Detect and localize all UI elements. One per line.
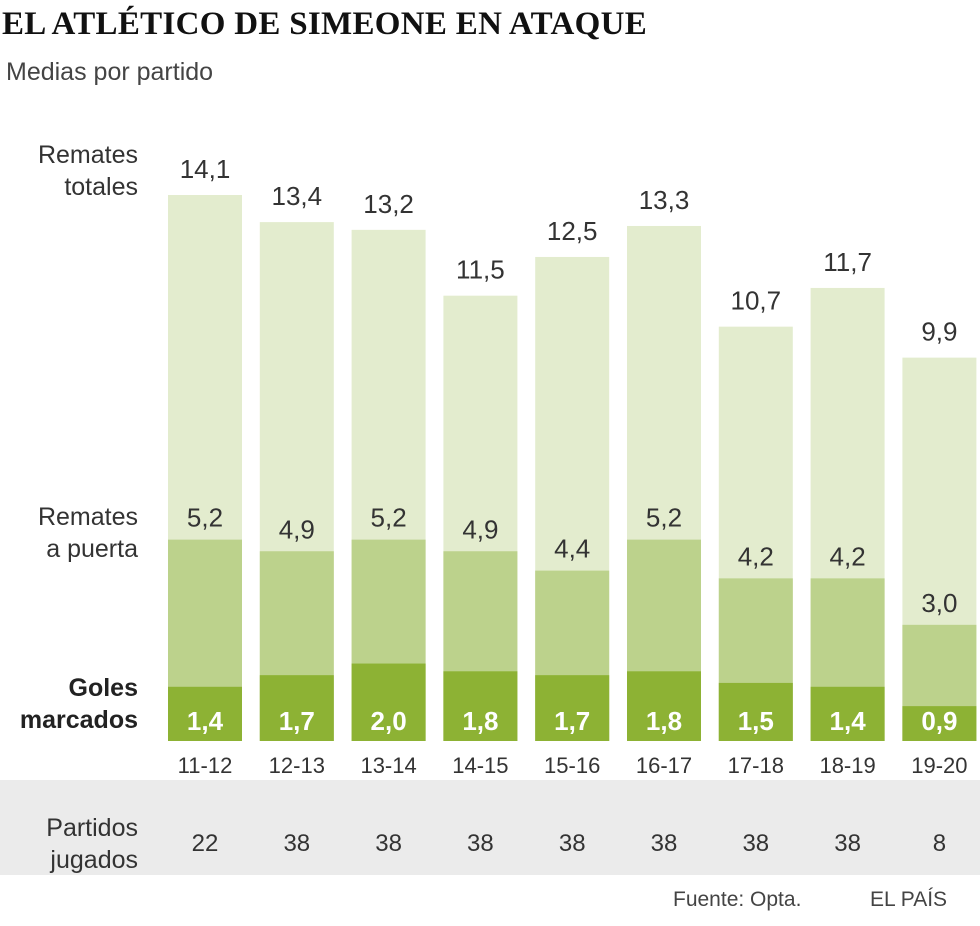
matches-band [0,780,980,875]
bar-goals-17-18 [718,682,793,741]
label-goals-16-17: 1,8 [646,706,682,736]
x-tick-11-12: 11-12 [178,753,233,778]
label-on-target-12-13: 4,9 [279,514,315,544]
matches-played-16-17: 38 [651,830,678,857]
row-label-total: Remates totales [38,139,138,203]
bar-goals-14-15 [443,671,518,741]
label-total-16-17: 13,3 [639,185,690,215]
matches-played-17-18: 38 [742,830,769,857]
row-label-matches-line1: Partidos [46,814,138,842]
label-total-19-20: 9,9 [921,317,957,347]
label-goals-11-12: 1,4 [187,706,224,736]
x-tick-19-20: 19-20 [911,753,967,778]
label-goals-15-16: 1,7 [554,706,590,736]
label-on-target-19-20: 3,0 [921,588,957,618]
bar-goals-16-17 [627,671,701,741]
label-on-target-17-18: 4,2 [738,541,774,571]
row-label-total-line1: Remates [37,141,138,169]
row-label-goals-line1: Goles [68,674,138,702]
label-total-13-14: 13,2 [363,189,414,219]
x-tick-14-15: 14-15 [452,753,508,778]
label-on-target-16-17: 5,2 [646,503,682,533]
label-goals-14-15: 1,8 [462,706,498,736]
label-total-14-15: 11,5 [456,255,505,285]
x-tick-18-19: 18-19 [819,753,875,778]
row-label-on-target: Remates a puerta [38,501,138,565]
label-goals-19-20: 0,9 [921,706,957,736]
row-label-total-line2: totales [64,173,138,201]
row-label-on-target-line1: Remates [37,503,138,531]
bar-goals-15-16 [535,675,610,741]
matches-played-18-19: 38 [834,830,861,857]
label-goals-18-19: 1,4 [830,706,867,736]
bar-goals-19-20 [902,706,977,741]
label-on-target-13-14: 5,2 [371,503,407,533]
chart-title: EL ATLÉTICO DE SIMEONE EN ATAQUE [2,6,648,42]
label-total-11-12: 14,1 [180,154,231,184]
x-tick-13-14: 13-14 [360,753,416,778]
x-tick-15-16: 15-16 [544,753,600,778]
label-on-target-11-12: 5,2 [187,503,223,533]
matches-played-19-20: 8 [933,830,946,857]
matches-played-15-16: 38 [559,830,586,857]
label-goals-13-14: 2,0 [371,706,407,736]
publisher-name: EL PAÍS [870,888,948,911]
x-tick-17-18: 17-18 [728,753,784,778]
label-total-17-18: 10,7 [730,286,781,316]
row-label-matches: Partidos jugados [46,812,138,876]
matches-played-11-12: 22 [192,830,219,857]
label-goals-17-18: 1,5 [738,706,774,736]
label-total-15-16: 12,5 [547,216,598,246]
row-label-matches-line2: jugados [50,846,138,874]
row-label-on-target-line2: a puerta [46,535,138,563]
label-on-target-18-19: 4,2 [830,541,866,571]
bar-goals-18-19 [810,686,885,741]
chart-subtitle: Medias por partido [6,58,214,86]
matches-played-12-13: 38 [283,830,310,857]
x-tick-12-13: 12-13 [269,753,325,778]
bar-goals-11-12 [168,686,242,741]
source-note: Fuente: Opta. [673,888,802,911]
row-label-goals: Goles marcados [20,672,138,736]
label-goals-12-13: 1,7 [279,706,315,736]
label-total-18-19: 11,7 [823,247,872,277]
x-tick-16-17: 16-17 [636,753,692,778]
bar-goals-12-13 [259,675,334,741]
row-label-goals-line2: marcados [19,706,138,734]
matches-played-14-15: 38 [467,830,494,857]
label-on-target-14-15: 4,9 [462,514,498,544]
label-on-target-15-16: 4,4 [554,534,590,564]
bar-goals-13-14 [351,663,426,741]
label-total-12-13: 13,4 [271,181,322,211]
matches-played-13-14: 38 [375,830,402,857]
